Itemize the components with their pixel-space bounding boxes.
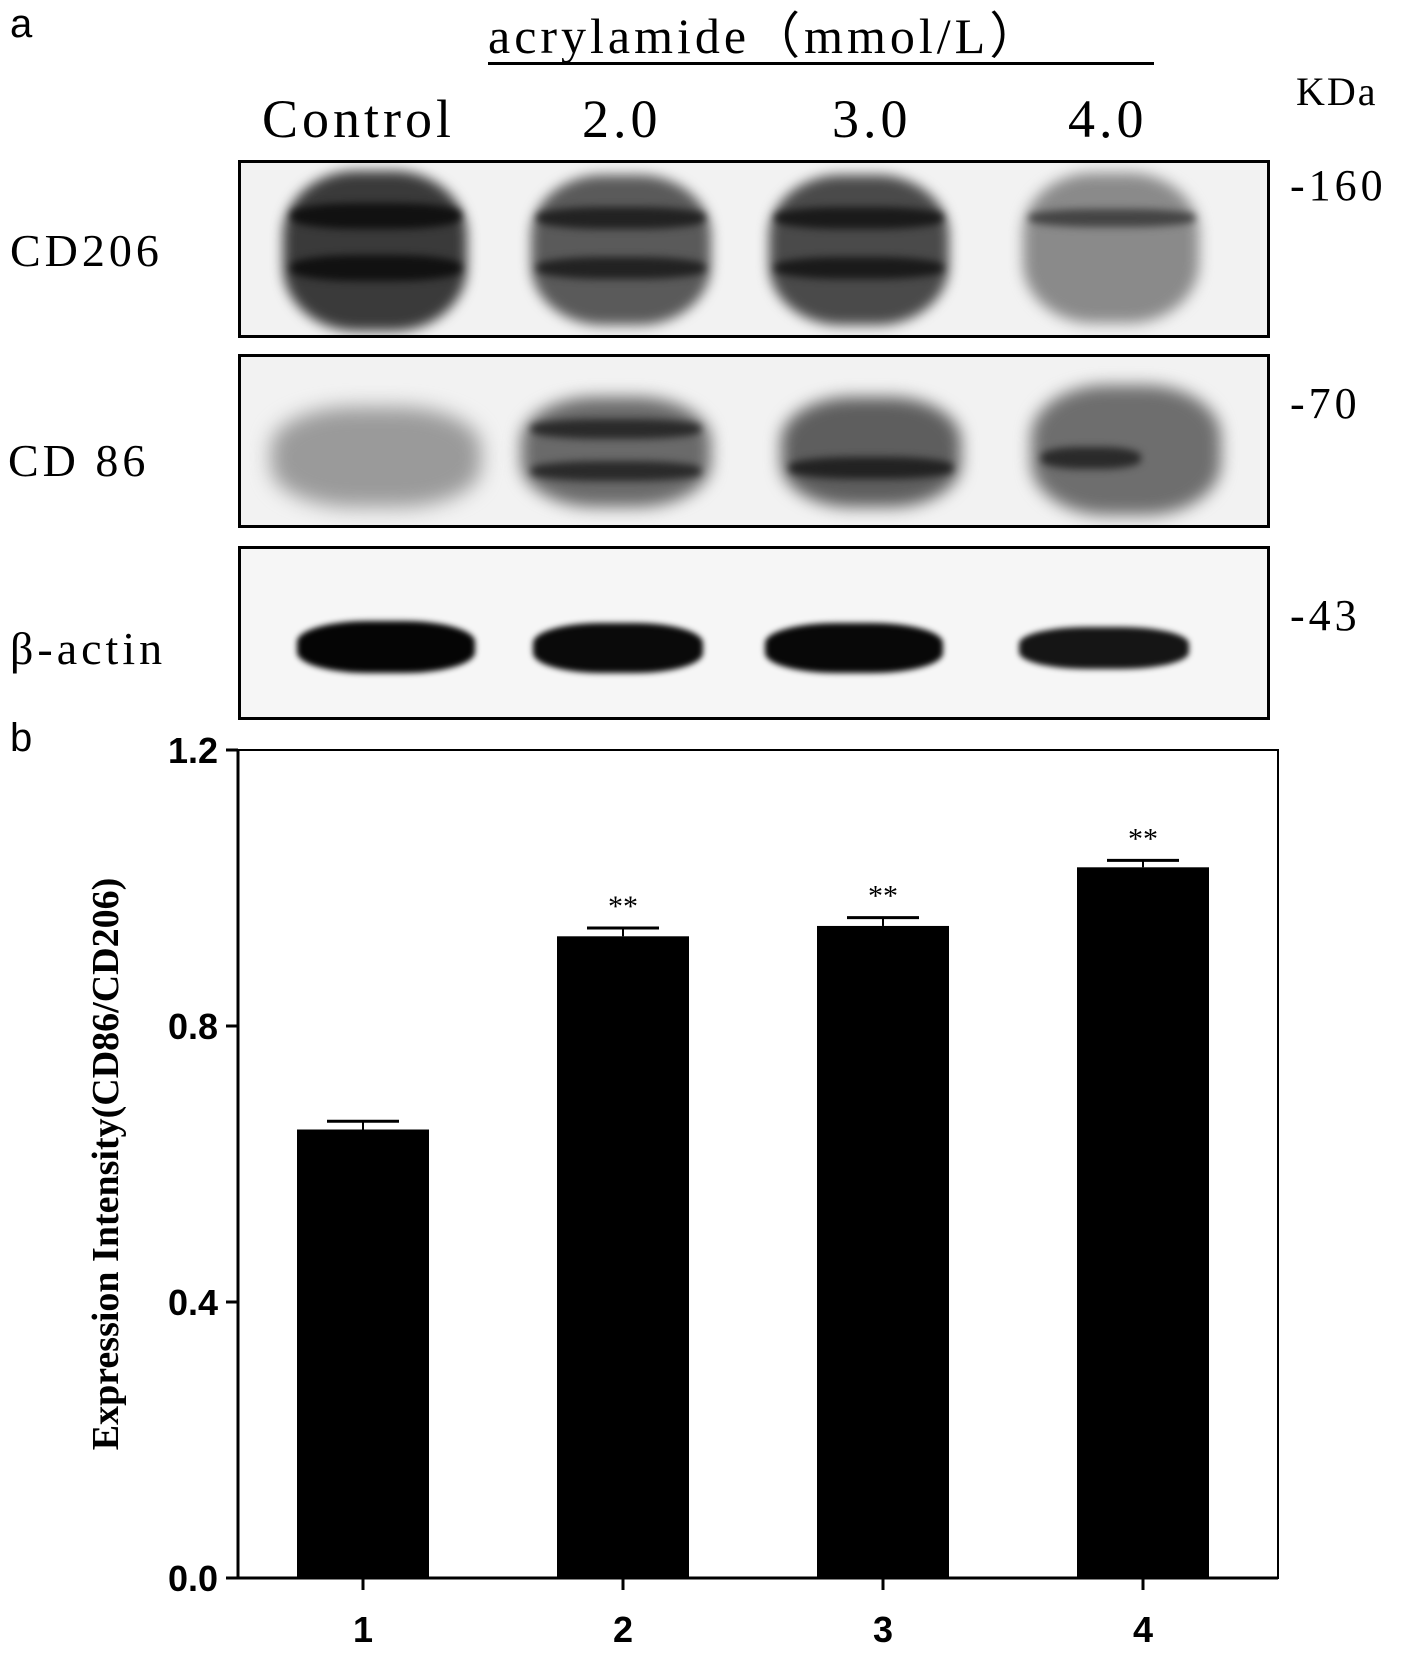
lane-label-control: Control [262, 89, 456, 149]
kda-header: KDa [1296, 69, 1378, 114]
band [1041, 447, 1141, 469]
band [537, 207, 705, 229]
marker-43: -43 [1290, 591, 1361, 640]
band [521, 397, 711, 507]
bar [817, 925, 949, 1578]
protein-label-beta-actin: β-actin [10, 623, 167, 674]
marker-160: -160 [1290, 161, 1387, 210]
x-tick-label: 3 [873, 1609, 893, 1650]
y-axis-label: Expression Intensity(CD86/CD206) [85, 878, 127, 1451]
lane-label-4: 4.0 [1068, 89, 1148, 149]
lane-label-2: 2.0 [582, 89, 662, 149]
y-tick-label: 1.2 [168, 730, 218, 771]
treatment-underline [488, 62, 1154, 65]
band [283, 171, 467, 331]
band [1019, 627, 1189, 669]
band [775, 257, 943, 279]
significance-label: ** [868, 880, 898, 913]
band [781, 397, 961, 507]
lane-label-3: 3.0 [832, 89, 912, 149]
bar [557, 936, 689, 1578]
x-tick-label: 4 [1133, 1609, 1153, 1650]
bar [297, 1129, 429, 1578]
marker-70: -70 [1290, 379, 1361, 428]
blot-cd86 [238, 354, 1270, 528]
band [291, 203, 461, 229]
band [1029, 209, 1195, 227]
blot-cd206 [238, 160, 1270, 338]
band [531, 419, 701, 439]
protein-label-cd206: CD206 [10, 225, 163, 276]
blot-beta-actin [238, 546, 1270, 720]
panel-a-label: a [10, 2, 33, 46]
band [291, 255, 461, 281]
treatment-header: acrylamide（mmol/L） [488, 8, 1044, 64]
band [533, 623, 703, 673]
band [537, 257, 705, 279]
band [531, 461, 701, 481]
bar [1077, 867, 1209, 1578]
band [769, 175, 949, 325]
band [789, 457, 953, 479]
significance-label: ** [1128, 822, 1158, 855]
band [531, 175, 711, 325]
x-tick-label: 2 [613, 1609, 633, 1650]
band [1023, 173, 1199, 323]
band [297, 621, 475, 673]
y-tick-label: 0.4 [168, 1282, 218, 1323]
y-tick-label: 0.8 [168, 1006, 218, 1047]
significance-label: ** [608, 890, 638, 923]
band [775, 207, 943, 229]
x-tick-label: 1 [353, 1609, 373, 1650]
y-tick-label: 0.0 [168, 1558, 218, 1599]
protein-label-cd86: CD 86 [8, 435, 150, 486]
band [765, 623, 943, 673]
panel-b-label: b [10, 716, 33, 760]
band [271, 407, 481, 507]
